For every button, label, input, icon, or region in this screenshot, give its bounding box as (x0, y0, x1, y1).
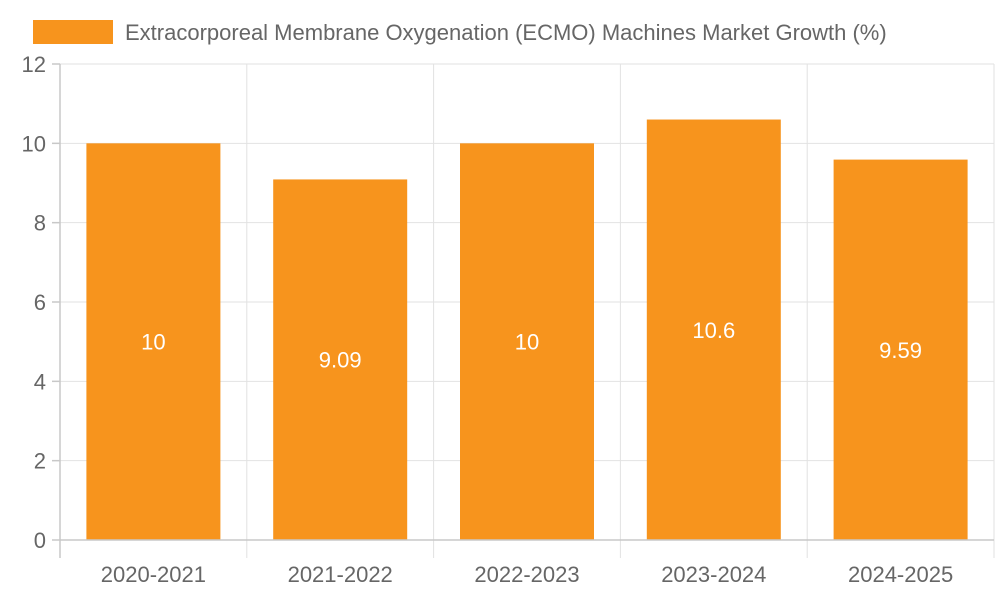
x-tick-label: 2020-2021 (101, 562, 206, 587)
y-tick-label: 6 (34, 290, 46, 315)
bar[interactable] (86, 143, 221, 541)
bar[interactable] (273, 179, 408, 540)
axes (52, 63, 994, 558)
y-tick-label: 12 (22, 52, 46, 77)
y-tick-label: 4 (34, 369, 46, 394)
data-label: 10 (515, 330, 539, 355)
data-label: 9.09 (319, 348, 362, 373)
bar[interactable] (460, 143, 594, 541)
y-tick-label: 8 (34, 211, 46, 236)
data-label: 10.6 (692, 318, 735, 343)
x-tick-label: 2021-2022 (288, 562, 393, 587)
legend-swatch (33, 20, 113, 44)
y-axis-tick-labels: 0 2 4 6 8 10 12 (22, 52, 46, 553)
x-axis-tick-labels: 2020-2021 2021-2022 2022-2023 2023-2024 2024… (101, 562, 953, 587)
data-label: 10 (141, 330, 165, 355)
x-tick-label: 2023-2024 (661, 562, 766, 587)
bars (86, 119, 968, 541)
data-labels: 10 9.09 10 10.6 9.59 (141, 318, 922, 373)
bar[interactable] (833, 159, 968, 540)
x-tick-label: 2022-2023 (474, 562, 579, 587)
legend[interactable]: Extracorporeal Membrane Oxygenation (ECM… (33, 20, 887, 45)
y-tick-label: 10 (22, 131, 46, 156)
y-tick-label: 2 (34, 449, 46, 474)
data-label: 9.59 (879, 338, 922, 363)
x-tick-label: 2024-2025 (848, 562, 953, 587)
bar[interactable] (646, 119, 781, 541)
legend-label: Extracorporeal Membrane Oxygenation (ECM… (125, 20, 887, 45)
y-tick-label: 0 (34, 528, 46, 553)
